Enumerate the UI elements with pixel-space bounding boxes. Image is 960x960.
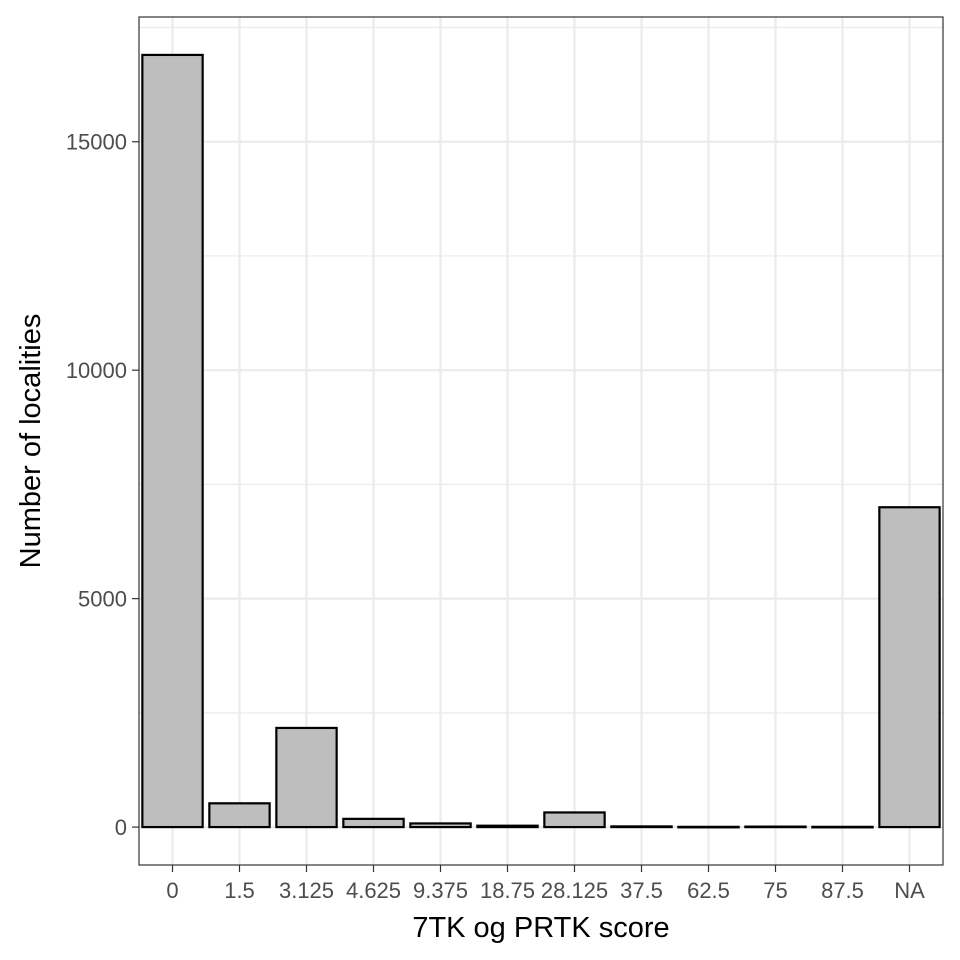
y-tick-label: 0	[115, 815, 127, 840]
panel-border	[138, 16, 944, 866]
bar-18.75	[476, 824, 539, 829]
bar-4.625	[342, 817, 405, 829]
bar-28.125	[543, 811, 606, 829]
x-tick-label: 1.5	[224, 878, 255, 903]
bar-0	[141, 53, 204, 829]
bar-37.5	[610, 825, 673, 829]
x-tick-label: 37.5	[620, 878, 663, 903]
bar-75	[744, 825, 807, 829]
x-axis: 0 1.5 3.125 4.625 9.375 18.75 28.125 37.5 62.5 75…	[166, 865, 925, 903]
bar-87.5	[811, 825, 874, 829]
y-axis-title: Number of localities	[15, 314, 47, 569]
x-axis-title: 7TK og PRTK score	[412, 912, 669, 944]
x-tick-label: 62.5	[687, 878, 730, 903]
y-axis: 0 5000 10000 15000	[66, 130, 139, 840]
x-tick-label: 18.75	[480, 878, 535, 903]
bar-1.5	[208, 802, 271, 829]
y-tick-label: 10000	[66, 358, 127, 383]
minor-gridlines	[139, 26, 943, 714]
bar-9.375	[409, 822, 472, 829]
x-tick-label: 4.625	[346, 878, 401, 903]
x-tick-label: 9.375	[413, 878, 468, 903]
y-tick-label: 15000	[66, 130, 127, 155]
x-tick-label: 28.125	[541, 878, 608, 903]
x-tick-label: 75	[763, 878, 787, 903]
bars	[141, 53, 941, 829]
bar-62.5	[677, 825, 740, 829]
y-tick-label: 5000	[78, 587, 127, 612]
x-tick-label: NA	[894, 878, 925, 903]
x-tick-label: 87.5	[821, 878, 864, 903]
bar-NA	[878, 506, 941, 829]
bar-3.125	[275, 726, 338, 829]
x-tick-label: 0	[166, 878, 178, 903]
x-tick-label: 3.125	[279, 878, 334, 903]
